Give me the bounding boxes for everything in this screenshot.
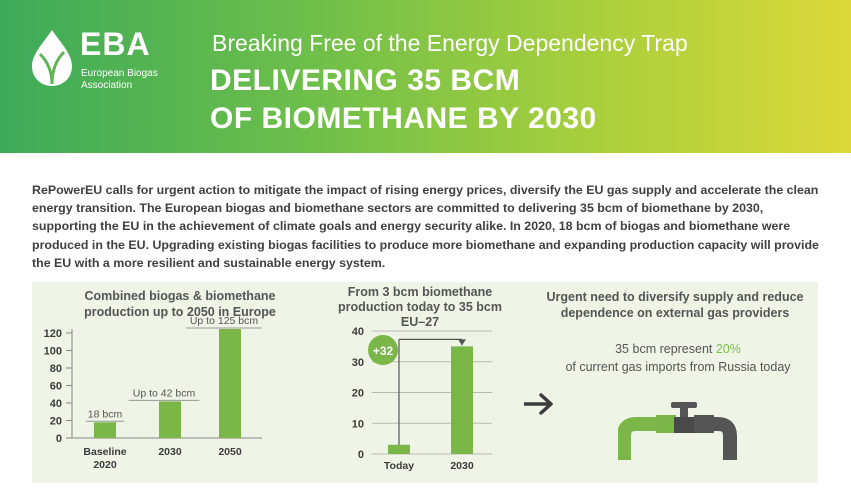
header-kicker: Breaking Free of the Energy Dependency T… bbox=[212, 30, 688, 56]
col3-text-highlight: 20% bbox=[715, 342, 741, 356]
arrow-right-icon bbox=[524, 393, 553, 415]
chart2-title-line1: From 3 bcm biomethane bbox=[347, 285, 493, 299]
pipeline-valve-icon bbox=[618, 402, 737, 460]
col3-text-prefix: 35 bcm represent bbox=[615, 342, 716, 356]
col3-title: Urgent need to diversify supply and redu… bbox=[546, 290, 804, 320]
col3-text: 35 bcm represent 20% of current gas impo… bbox=[548, 340, 808, 376]
title-line1: DELIVERING 35 BCM bbox=[210, 64, 521, 97]
logo-subtitle-line1: European Biogas bbox=[81, 68, 158, 79]
chart2-title-line3: EU–27 bbox=[400, 315, 440, 329]
chart2-title: From 3 bcm biomethane production today t… bbox=[322, 285, 518, 330]
infographic-panel bbox=[32, 282, 818, 483]
col3-text-suffix: of current gas imports from Russia today bbox=[565, 360, 791, 374]
logo-wordmark: EBA bbox=[80, 26, 151, 62]
title-line2: OF BIOMETHANE BY 2030 bbox=[210, 102, 597, 135]
page-title: DELIVERING 35 BCM OF BIOMETHANE BY 2030 bbox=[210, 62, 770, 138]
leaf-drop-icon bbox=[32, 30, 72, 86]
header-banner: EBA European Biogas Association Breaking… bbox=[0, 0, 851, 153]
logo-subtitle: European Biogas Association bbox=[81, 68, 181, 92]
chart1-title: Combined biogas & biomethane production … bbox=[84, 289, 276, 319]
intro-paragraph: RePowerEU calls for urgent action to mit… bbox=[32, 183, 819, 270]
eba-logo: EBA European Biogas Association bbox=[30, 26, 170, 98]
chart2-title-line2: production today to 35 bcm bbox=[338, 300, 502, 314]
logo-subtitle-line2: Association bbox=[81, 80, 133, 91]
